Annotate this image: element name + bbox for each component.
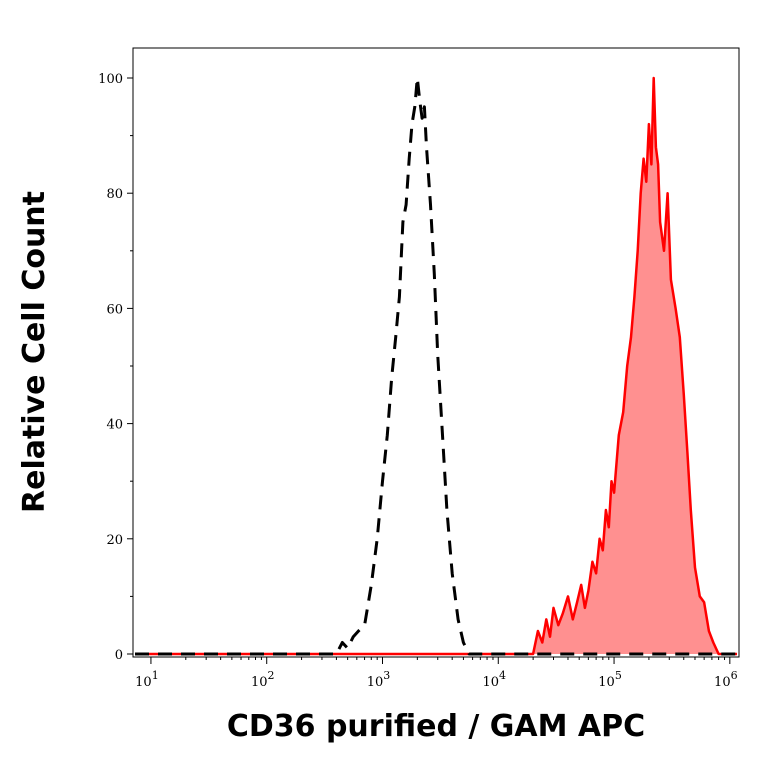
x-tick-label: 102 xyxy=(251,669,275,690)
x-tick-label: 103 xyxy=(367,669,391,690)
y-tick-label: 80 xyxy=(106,187,123,202)
x-tick-label: 104 xyxy=(482,669,506,690)
y-tick-label: 0 xyxy=(115,648,123,663)
y-tick-label: 100 xyxy=(98,72,123,87)
series-fill-red xyxy=(533,78,719,654)
y-axis-title: Relative Cell Count xyxy=(17,191,52,513)
series-layer xyxy=(135,76,737,656)
y-axis: 0 20 40 60 80 100 xyxy=(98,72,133,663)
y-tick-label: 40 xyxy=(106,418,123,433)
x-tick-label: 101 xyxy=(135,669,159,690)
x-axis-title: CD36 purified / GAM APC xyxy=(227,709,645,744)
y-tick-label: 60 xyxy=(106,302,123,317)
x-tick-label: 106 xyxy=(714,669,738,690)
x-axis: 101 102 103 104 105 106 xyxy=(135,657,738,690)
x-tick-label: 105 xyxy=(598,669,622,690)
series-line-black-dashed xyxy=(135,76,737,656)
plot-frame xyxy=(132,47,740,658)
series-line-red xyxy=(135,76,737,656)
y-tick-label: 20 xyxy=(106,533,123,548)
